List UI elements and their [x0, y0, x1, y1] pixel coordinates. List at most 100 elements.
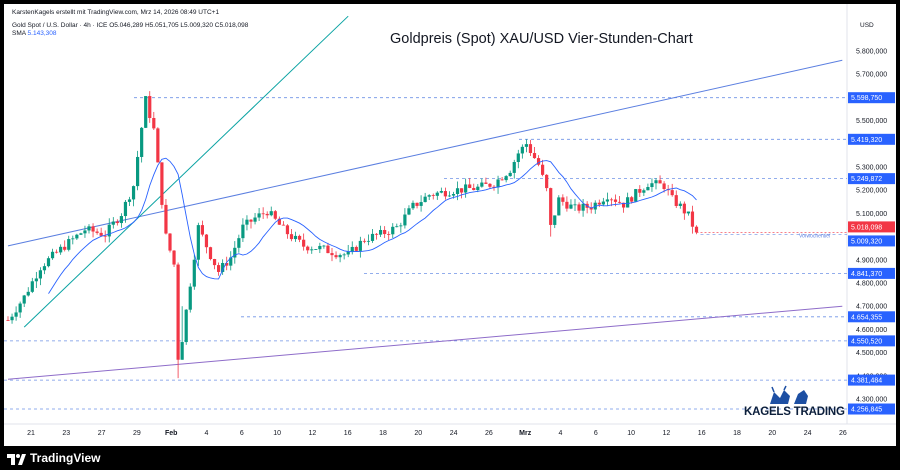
candle[interactable]: [484, 182, 488, 184]
candle[interactable]: [99, 232, 103, 236]
candle[interactable]: [346, 251, 350, 255]
candle[interactable]: [634, 189, 638, 202]
candle[interactable]: [148, 96, 152, 119]
candle[interactable]: [662, 183, 666, 189]
candle[interactable]: [447, 195, 452, 197]
candle[interactable]: [326, 245, 330, 254]
candle[interactable]: [464, 184, 468, 193]
candle[interactable]: [407, 208, 411, 215]
candle[interactable]: [690, 211, 695, 227]
candle[interactable]: [605, 199, 609, 202]
candle[interactable]: [63, 246, 67, 250]
candle[interactable]: [488, 183, 492, 187]
candle[interactable]: [682, 203, 686, 214]
candle[interactable]: [306, 246, 310, 251]
candle[interactable]: [257, 213, 261, 218]
candle[interactable]: [650, 183, 654, 188]
upper-trend-line[interactable]: [7, 59, 843, 247]
candle[interactable]: [200, 225, 204, 235]
candle[interactable]: [22, 295, 26, 304]
candle[interactable]: [269, 211, 273, 216]
candle[interactable]: [83, 230, 87, 234]
candle[interactable]: [561, 197, 565, 202]
candle[interactable]: [399, 225, 403, 227]
candle[interactable]: [358, 240, 362, 251]
candle[interactable]: [468, 184, 472, 189]
candle[interactable]: [127, 199, 132, 202]
candle[interactable]: [496, 179, 500, 188]
candle[interactable]: [626, 197, 630, 208]
candle[interactable]: [298, 235, 302, 240]
candle[interactable]: [609, 199, 614, 201]
candle[interactable]: [569, 204, 573, 209]
candle[interactable]: [443, 191, 447, 197]
candle[interactable]: [188, 286, 192, 310]
candle[interactable]: [472, 188, 476, 191]
candle[interactable]: [196, 225, 200, 260]
candle[interactable]: [528, 144, 533, 154]
candle[interactable]: [168, 233, 172, 251]
candle[interactable]: [500, 179, 504, 181]
candle[interactable]: [103, 235, 107, 237]
candle[interactable]: [411, 202, 415, 209]
candle[interactable]: [557, 197, 561, 216]
candle[interactable]: [638, 189, 642, 193]
candle[interactable]: [439, 191, 443, 193]
candle[interactable]: [395, 226, 399, 228]
candle[interactable]: [302, 239, 306, 247]
candle[interactable]: [14, 312, 18, 317]
candle[interactable]: [10, 316, 14, 321]
candle[interactable]: [233, 247, 237, 258]
candle[interactable]: [322, 245, 326, 247]
candle[interactable]: [131, 186, 136, 200]
candle[interactable]: [391, 226, 395, 235]
candle[interactable]: [55, 251, 59, 253]
candle[interactable]: [87, 226, 91, 231]
candle[interactable]: [26, 291, 30, 296]
candle[interactable]: [642, 190, 646, 193]
candle[interactable]: [419, 202, 423, 206]
candle[interactable]: [476, 186, 480, 191]
price-chart[interactable]: 4.300,0004.400,0004.500,0004.600,0004.70…: [4, 4, 896, 446]
candle[interactable]: [532, 153, 537, 159]
candle[interactable]: [362, 240, 366, 242]
candle[interactable]: [423, 196, 427, 203]
candle[interactable]: [370, 233, 375, 241]
sma-line[interactable]: [48, 157, 697, 294]
candle[interactable]: [536, 158, 541, 165]
candle[interactable]: [184, 309, 188, 343]
candle[interactable]: [172, 250, 176, 265]
candle[interactable]: [30, 281, 34, 292]
candle[interactable]: [374, 233, 379, 235]
candle[interactable]: [403, 214, 407, 226]
candle[interactable]: [249, 219, 253, 222]
candle[interactable]: [654, 180, 658, 184]
candle[interactable]: [310, 249, 314, 251]
candle[interactable]: [383, 229, 387, 235]
candle[interactable]: [277, 218, 281, 225]
candle[interactable]: [176, 264, 180, 360]
candle[interactable]: [261, 213, 265, 215]
candle[interactable]: [229, 257, 233, 266]
candle[interactable]: [387, 234, 391, 235]
candle[interactable]: [237, 238, 241, 248]
candle[interactable]: [415, 202, 419, 206]
candle[interactable]: [71, 238, 75, 240]
candle[interactable]: [354, 246, 358, 251]
candle[interactable]: [670, 190, 674, 196]
candle[interactable]: [123, 201, 128, 217]
candle[interactable]: [613, 199, 618, 202]
candle[interactable]: [565, 201, 569, 209]
candle[interactable]: [379, 229, 383, 235]
candle[interactable]: [646, 187, 650, 191]
candle[interactable]: [630, 197, 634, 202]
candle[interactable]: [549, 188, 553, 225]
candle[interactable]: [516, 153, 520, 163]
candle[interactable]: [581, 203, 585, 211]
candle[interactable]: [342, 254, 346, 256]
candle[interactable]: [427, 195, 431, 197]
candle[interactable]: [350, 246, 354, 252]
candle[interactable]: [6, 320, 10, 321]
candle[interactable]: [678, 203, 682, 206]
candle[interactable]: [119, 216, 123, 224]
